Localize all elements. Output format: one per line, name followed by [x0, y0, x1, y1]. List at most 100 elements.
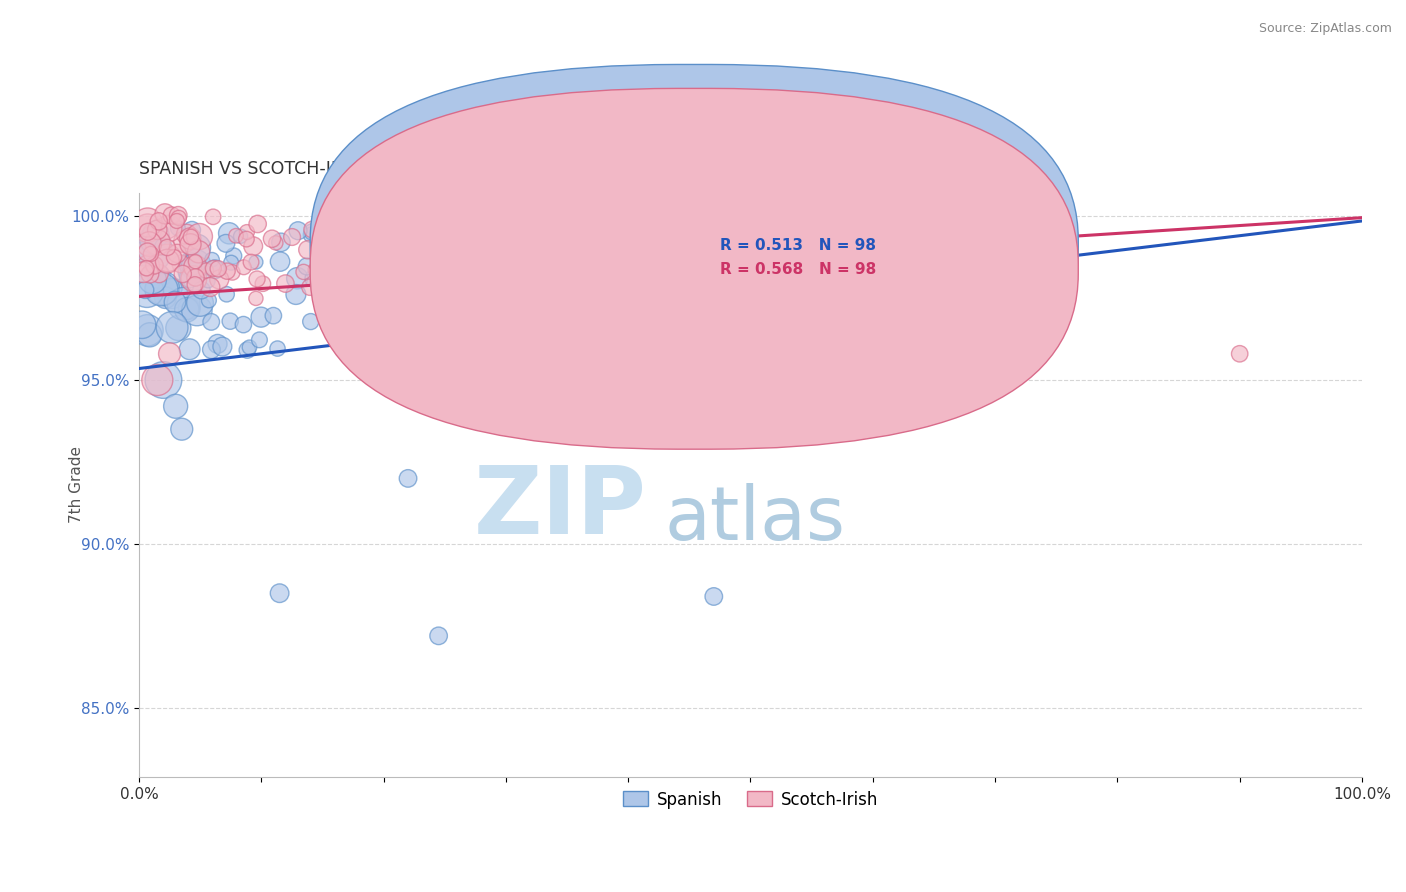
Point — [531, 425, 554, 440]
Point — [409, 261, 432, 276]
Point — [564, 222, 586, 236]
Point — [285, 271, 308, 285]
Text: ZIP: ZIP — [474, 462, 647, 554]
Point — [274, 277, 297, 291]
Point — [343, 228, 366, 243]
Point — [411, 237, 433, 252]
Point — [159, 347, 181, 361]
Point — [266, 342, 288, 356]
Point — [135, 284, 157, 298]
Point — [246, 217, 269, 231]
Point — [160, 209, 183, 223]
Point — [519, 367, 541, 381]
Point — [260, 232, 283, 246]
Text: SPANISH VS SCOTCH-IRISH 7TH GRADE CORRELATION CHART: SPANISH VS SCOTCH-IRISH 7TH GRADE CORREL… — [139, 160, 673, 178]
Point — [170, 257, 193, 271]
Point — [132, 265, 155, 279]
Point — [346, 285, 368, 300]
Point — [427, 243, 450, 257]
Point — [245, 255, 267, 269]
Point — [200, 280, 222, 294]
FancyBboxPatch shape — [311, 64, 1078, 425]
Point — [554, 293, 576, 307]
Point — [200, 315, 222, 329]
Point — [346, 270, 368, 285]
Point — [298, 280, 321, 294]
Point — [141, 273, 163, 287]
Point — [165, 399, 187, 413]
Point — [301, 225, 323, 239]
Point — [143, 232, 166, 246]
Point — [167, 211, 190, 225]
Point — [342, 234, 364, 248]
Point — [202, 261, 225, 276]
Point — [153, 207, 176, 221]
Point — [184, 260, 207, 274]
Point — [287, 224, 309, 238]
Point — [197, 274, 219, 288]
Point — [269, 254, 291, 268]
Point — [363, 225, 385, 239]
Point — [173, 235, 195, 249]
Point — [366, 318, 388, 332]
Point — [139, 267, 162, 281]
Point — [181, 258, 204, 272]
Point — [188, 229, 211, 244]
Point — [374, 240, 396, 254]
Point — [427, 629, 450, 643]
Point — [148, 267, 170, 281]
Point — [339, 252, 361, 267]
Point — [160, 320, 183, 334]
Point — [219, 255, 242, 269]
Point — [325, 227, 347, 242]
Point — [422, 257, 444, 271]
Point — [172, 267, 194, 281]
Point — [703, 590, 725, 604]
Point — [131, 318, 153, 332]
Point — [186, 303, 208, 318]
Point — [184, 277, 207, 292]
Point — [194, 263, 217, 277]
Point — [143, 258, 166, 272]
Point — [295, 260, 318, 274]
Point — [167, 321, 190, 335]
Point — [152, 373, 174, 387]
Point — [136, 225, 159, 239]
Point — [396, 471, 419, 485]
Point — [215, 287, 238, 301]
Point — [238, 340, 260, 354]
Point — [202, 210, 225, 224]
Point — [591, 256, 613, 270]
Point — [264, 235, 287, 250]
Point — [494, 230, 516, 244]
Point — [136, 221, 159, 235]
Point — [201, 252, 224, 267]
Point — [301, 222, 323, 236]
Point — [188, 296, 211, 310]
Text: R = 0.513   N = 98: R = 0.513 N = 98 — [720, 238, 876, 253]
Point — [408, 315, 430, 329]
Point — [190, 283, 212, 297]
Point — [592, 314, 614, 328]
Point — [180, 230, 202, 244]
Point — [308, 272, 330, 286]
Text: atlas: atlas — [665, 483, 846, 557]
Point — [517, 213, 540, 227]
Point — [297, 243, 319, 257]
Point — [135, 261, 157, 276]
Point — [145, 227, 167, 241]
Point — [136, 323, 159, 337]
Point — [208, 272, 231, 286]
Point — [136, 245, 159, 260]
Point — [343, 242, 366, 256]
Point — [146, 373, 169, 387]
Point — [311, 236, 333, 251]
Point — [235, 232, 257, 246]
Point — [134, 283, 156, 297]
Point — [546, 266, 568, 280]
Point — [245, 292, 267, 306]
Point — [370, 240, 392, 254]
Point — [204, 262, 226, 277]
Point — [176, 302, 198, 317]
Point — [179, 270, 201, 285]
